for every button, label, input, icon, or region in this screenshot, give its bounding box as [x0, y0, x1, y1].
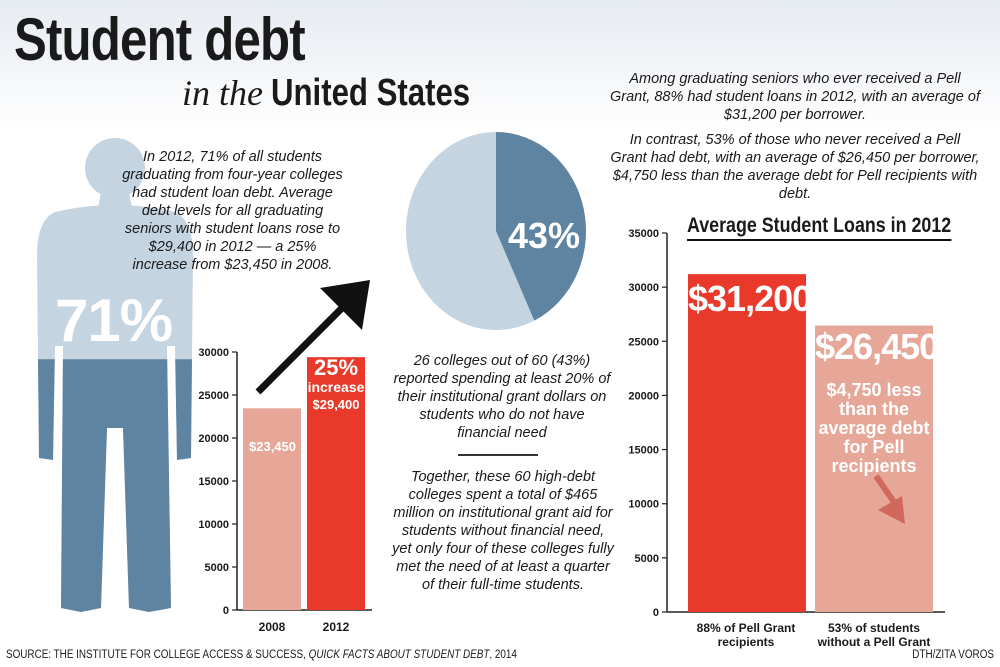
increase-arrow-icon	[255, 280, 370, 395]
y-tick-label: 30000	[628, 282, 659, 294]
bar-pell-recipients	[688, 274, 806, 612]
category-label-non-pell: 53% of students without a Pell Grant	[817, 621, 931, 649]
y-tick-label: 15000	[628, 445, 659, 457]
intro-text: In 2012, 71% of all students graduating …	[122, 149, 343, 273]
y-tick-label: 10000	[628, 499, 659, 511]
y-tick-label: 15000	[198, 476, 229, 488]
bar-label-non-pell: $26,450	[815, 326, 939, 367]
category-label-2012: 2012	[322, 620, 350, 634]
increase-word-label: increase	[307, 379, 365, 395]
y-tick-label: 0	[223, 605, 229, 617]
subtitle-bold: United States	[271, 72, 471, 114]
y-tick-label: 10000	[198, 519, 229, 531]
pie-chart: 43%	[406, 132, 586, 330]
bar-2008	[243, 408, 301, 610]
source-suffix: , 2014	[489, 649, 517, 661]
y-tick-label: 5000	[205, 562, 229, 574]
source-credit: SOURCE: THE INSTITUTE FOR COLLEGE ACCESS…	[6, 649, 517, 661]
bar-non-pell-students	[815, 325, 933, 612]
source-prefix: SOURCE: THE INSTITUTE FOR COLLEGE ACCESS…	[6, 649, 309, 661]
bar-label-2012: $29,400	[312, 397, 360, 412]
pell-text-paragraph-2: In contrast, 53% of those who never rece…	[610, 132, 980, 202]
photo-credit: DTH/ZITA VOROS	[912, 649, 994, 661]
person-silhouette-icon	[37, 138, 193, 612]
category-label-2008: 2008	[258, 620, 286, 634]
y-tick-label: 25000	[628, 336, 659, 348]
y-tick-label: 35000	[628, 228, 659, 240]
colleges-text: 26 colleges out of 60 (43%) reported spe…	[393, 353, 611, 441]
subtitle-italic: in the	[182, 73, 263, 113]
y-tick-label: 0	[653, 607, 659, 619]
y-tick-label: 5000	[635, 553, 659, 565]
source-title: QUICK FACTS ABOUT STUDENT DEBT	[308, 649, 490, 661]
text-divider	[458, 454, 538, 456]
y-tick-label: 30000	[198, 347, 229, 359]
person-percent: 71%	[55, 287, 173, 354]
header-background	[0, 0, 1000, 130]
together-text: Together, these 60 high-debt colleges sp…	[392, 469, 614, 593]
page-title: Student debt	[14, 6, 306, 73]
decrease-arrow-icon	[873, 474, 905, 524]
bar-2012	[307, 357, 365, 610]
bar-label-2008: $23,450	[249, 439, 296, 454]
increase-percent-label: 25%	[313, 355, 359, 380]
chart-title: Average Student Loans in 2012	[687, 214, 952, 241]
category-label-pell: 88% of Pell Grant recipients	[696, 621, 796, 649]
y-tick-label: 20000	[198, 433, 229, 445]
pell-text: Among graduating seniors who ever receiv…	[610, 70, 980, 210]
pie-slice-rest	[406, 132, 535, 330]
pie-slice-label: 43%	[508, 215, 580, 256]
page-subtitle: in the United States	[182, 74, 514, 112]
pie-slice-main	[496, 132, 586, 321]
difference-note: $4,750 less than the average debt for Pe…	[818, 380, 930, 476]
y-tick-label: 25000	[198, 390, 229, 402]
pell-text-paragraph-1: Among graduating seniors who ever receiv…	[610, 71, 980, 123]
bar-label-pell: $31,200	[688, 278, 812, 319]
y-tick-label: 20000	[628, 390, 659, 402]
